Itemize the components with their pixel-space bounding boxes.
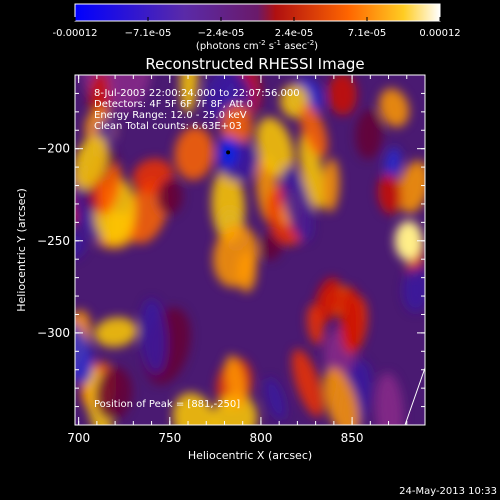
- image-blob: [322, 158, 340, 213]
- info-line: 8-Jul-2003 22:00:24.000 to 22:07:56.000: [94, 88, 300, 99]
- image-blob: [377, 173, 402, 215]
- image-blob: [374, 372, 404, 425]
- y-tick-label: −250: [37, 234, 70, 248]
- info-line: Detectors: 4F 5F 6F 7F 8F, Att 0: [94, 99, 253, 110]
- x-tick-label: 800: [249, 431, 272, 445]
- image-blob: [174, 126, 214, 181]
- image-blob: [156, 178, 183, 216]
- image-blob: [306, 304, 324, 345]
- colorbar-tick-label: −7.1e-05: [125, 28, 172, 39]
- y-tick-label: −200: [37, 142, 70, 156]
- colorbar-tick-label: −2.4e-05: [198, 28, 245, 39]
- image-blob: [140, 298, 167, 374]
- x-axis-label: Heliocentric X (arcsec): [188, 449, 312, 462]
- image-blob: [172, 392, 217, 425]
- chart-title: Reconstructed RHESSI Image: [145, 55, 364, 73]
- info-line: Clean Total counts: 6.63E+03: [94, 121, 242, 132]
- image-blob: [75, 321, 93, 385]
- limb-line: [404, 367, 426, 426]
- heatmap-image: [75, 75, 425, 425]
- image-blob: [328, 75, 357, 116]
- image-blob: [211, 168, 245, 244]
- colorbar-ticks: -0.00012 −7.1e-05 −2.4e-05 2.4e-05 7.1e-05 0.…: [53, 17, 461, 39]
- image-blob: [397, 160, 425, 214]
- minimum-marker: [226, 150, 231, 155]
- colorbar-tick-label: 2.4e-05: [275, 28, 313, 39]
- image-blob: [291, 349, 324, 418]
- y-axis-label: Heliocentric Y (arcsec): [15, 188, 28, 312]
- info-line: Energy Range: 12.0 - 25.0 keV: [94, 110, 247, 121]
- image-blob: [75, 231, 86, 260]
- image-blob: [94, 366, 133, 421]
- image-blob: [323, 367, 360, 425]
- image-blob: [212, 393, 258, 425]
- image-blob: [224, 355, 247, 409]
- colorbar-units: (photons cm-2 s-1 asec-2): [196, 39, 318, 52]
- colorbar: [74, 3, 441, 22]
- colorbar-tick-label: -0.00012: [53, 28, 98, 39]
- x-axis-ticks: 700 750 800 850: [67, 75, 426, 445]
- image-blob: [256, 117, 294, 178]
- peak-blob: [394, 220, 423, 261]
- image-blob: [264, 377, 286, 421]
- footer-date: 24-May-2013 10:33: [399, 486, 497, 497]
- image-blob: [179, 75, 199, 114]
- y-tick-label: −300: [37, 326, 70, 340]
- image-blob: [213, 224, 259, 288]
- image-blob: [99, 163, 122, 213]
- image-blob: [299, 132, 325, 211]
- colorbar-tick-label: 7.1e-05: [348, 28, 386, 39]
- image-blob: [281, 165, 313, 242]
- x-tick-label: 750: [158, 431, 181, 445]
- image-blob: [94, 317, 138, 348]
- image-blob: [107, 75, 153, 111]
- image-blob: [355, 109, 383, 160]
- plot-frame: [74, 74, 426, 426]
- peak-position-label: Position of Peak = [881,-250]: [94, 399, 240, 410]
- x-tick-label: 850: [341, 431, 364, 445]
- image-blob: [299, 104, 328, 158]
- image-blob: [88, 75, 111, 117]
- x-tick-label: 700: [67, 431, 90, 445]
- image-blob: [378, 88, 410, 128]
- image-blob: [314, 277, 342, 323]
- image-blob: [339, 286, 363, 353]
- colorbar-tick-label: 0.00012: [419, 28, 460, 39]
- info-text-block: 8-Jul-2003 22:00:24.000 to 22:07:56.000D…: [94, 88, 300, 132]
- y-axis-ticks: −200 −250 −300: [37, 74, 425, 426]
